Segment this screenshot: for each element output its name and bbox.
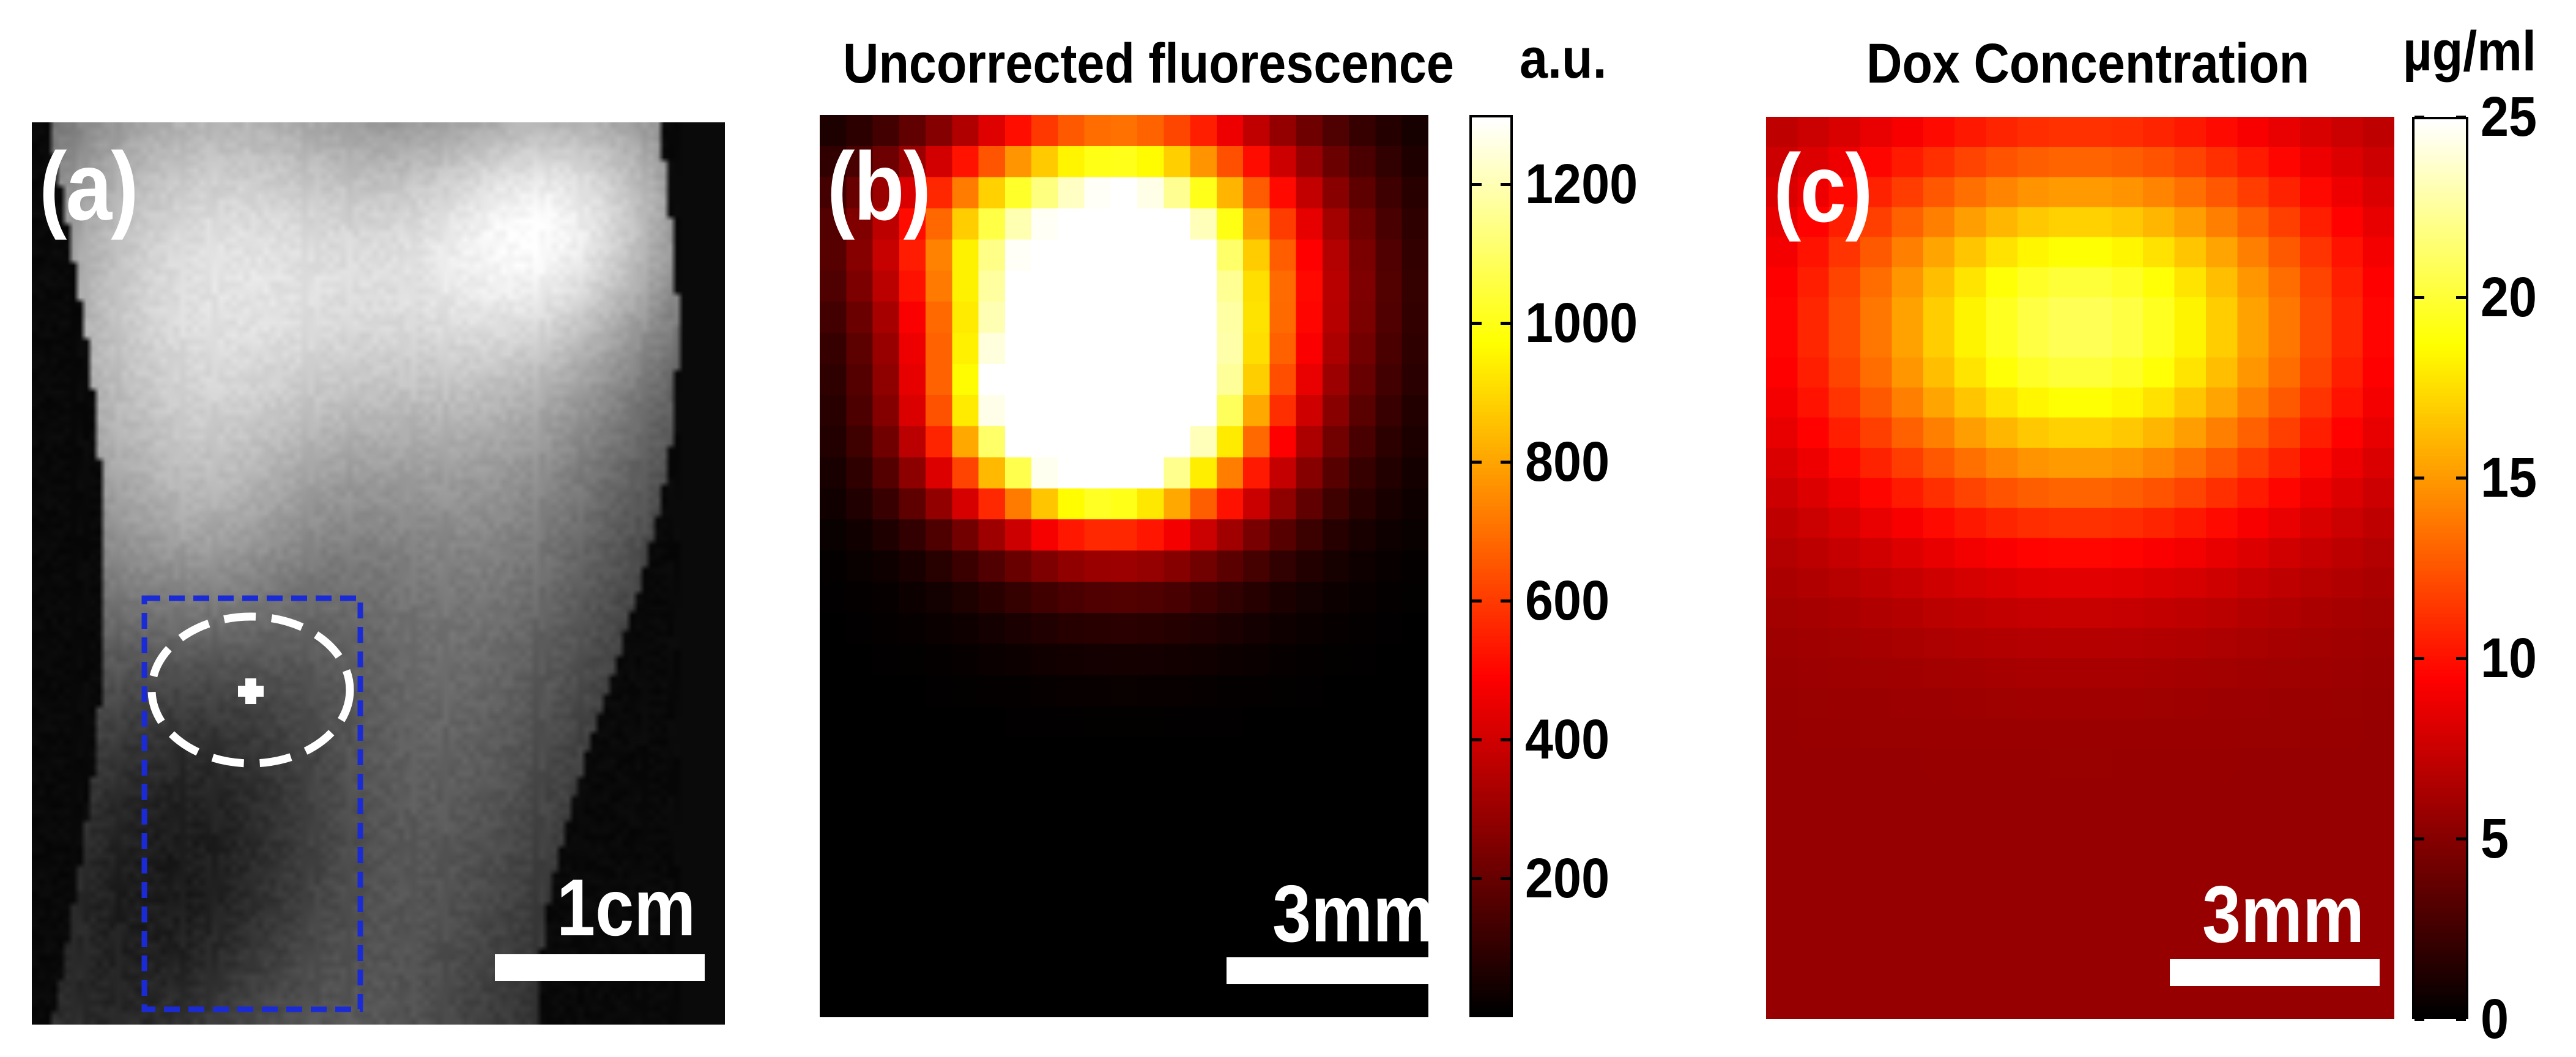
panel-c-colorbar-tick-label: 20 [2481,266,2537,328]
panel-c-label: (c) [1773,135,1873,242]
panel-b-colorbar-tick-mark [1472,322,1482,325]
panel-b-colorbar-tick-label: 1000 [1525,292,1638,355]
panel-b-colorbar-tick-mark [1472,183,1482,187]
panel-c-colorbar-unit: µg/ml [2403,20,2536,83]
panel-b-scale-bar [1227,957,1428,984]
dox-concentration-heatmap [1766,117,2394,1019]
panel-b-colorbar-tick-mark [1472,877,1482,881]
panel-b-colorbar [1469,115,1513,1017]
panel-c-colorbar-tick-mark [2456,296,2466,299]
panel-c-colorbar [2412,117,2468,1019]
panel-b-colorbar-tick-mark [1501,738,1510,742]
panel-c-colorbar-tick-label: 15 [2481,447,2537,509]
panel-b-title: Uncorrected fluorescence [843,32,1454,95]
panel-b-heatmap: (b) 3mm [820,115,1428,1017]
panel-c-colorbar-tick-mark [2456,837,2466,840]
panel-b-colorbar-unit: a.u. [1520,28,1607,90]
anatomy-grayscale-image [32,122,725,1025]
panel-b-colorbar-tick-label: 200 [1525,847,1610,910]
panel-c-colorbar-tick-label: 25 [2481,86,2537,148]
panel-b-colorbar-tick-mark [1501,183,1510,187]
panel-b-colorbar-tick-label: 800 [1525,431,1610,494]
panel-c-colorbar-tick-mark [2415,116,2424,119]
panel-c-heatmap: (c) 3mm [1766,117,2394,1019]
panel-a-label: (a) [39,133,139,240]
tumor-center-cross [238,678,264,704]
panel-b-colorbar-tick-label: 400 [1525,708,1610,771]
panel-c-colorbar-tick-mark [2456,1018,2466,1021]
panel-b-colorbar-tick-label: 600 [1525,569,1610,632]
panel-b-colorbar-tick-mark [1472,461,1482,464]
panel-b-scale-text: 3mm [1272,869,1428,959]
roi-overlay [141,595,363,1012]
panel-c-scale-bar [2170,959,2380,986]
panel-c-colorbar-tick-mark [2456,657,2466,660]
panel-c-colorbar-tick-mark [2415,477,2424,480]
fluorescence-heatmap [820,115,1428,1017]
panel-b-colorbar-tick-mark [1501,599,1510,603]
panel-c-title: Dox Concentration [1866,32,2310,95]
panel-c-colorbar-tick-mark [2415,657,2424,660]
panel-b-label: (b) [827,133,931,240]
panel-b-colorbar-tick-mark [1472,599,1482,603]
panel-b-colorbar-tick-mark [1501,322,1510,325]
panel-c-colorbar-tick-mark [2456,116,2466,119]
panel-b-colorbar-tick-mark [1501,877,1510,881]
panel-c-colorbar-tick-label: 0 [2481,988,2509,1050]
panel-c-colorbar-tick-mark [2456,477,2466,480]
tumor-dashed-ellipse [147,612,354,768]
panel-c-colorbar-tick-label: 5 [2481,807,2509,870]
panel-b-colorbar-tick-label: 1200 [1525,153,1638,216]
panel-b-colorbar-tick-mark [1501,461,1510,464]
panel-c-colorbar-tick-mark [2415,837,2424,840]
roi-dashed-box [141,595,363,1012]
panel-b-colorbar-tick-mark [1472,738,1482,742]
panel-a-image: (a) 1cm [32,122,725,1025]
panel-a-scale-bar [495,954,705,981]
panel-c-scale-text: 3mm [2202,869,2365,959]
panel-c-colorbar-tick-label: 10 [2481,627,2537,689]
panel-a-scale-text: 1cm [557,862,696,952]
panel-c-colorbar-tick-mark [2415,1018,2424,1021]
panel-c-colorbar-tick-mark [2415,296,2424,299]
